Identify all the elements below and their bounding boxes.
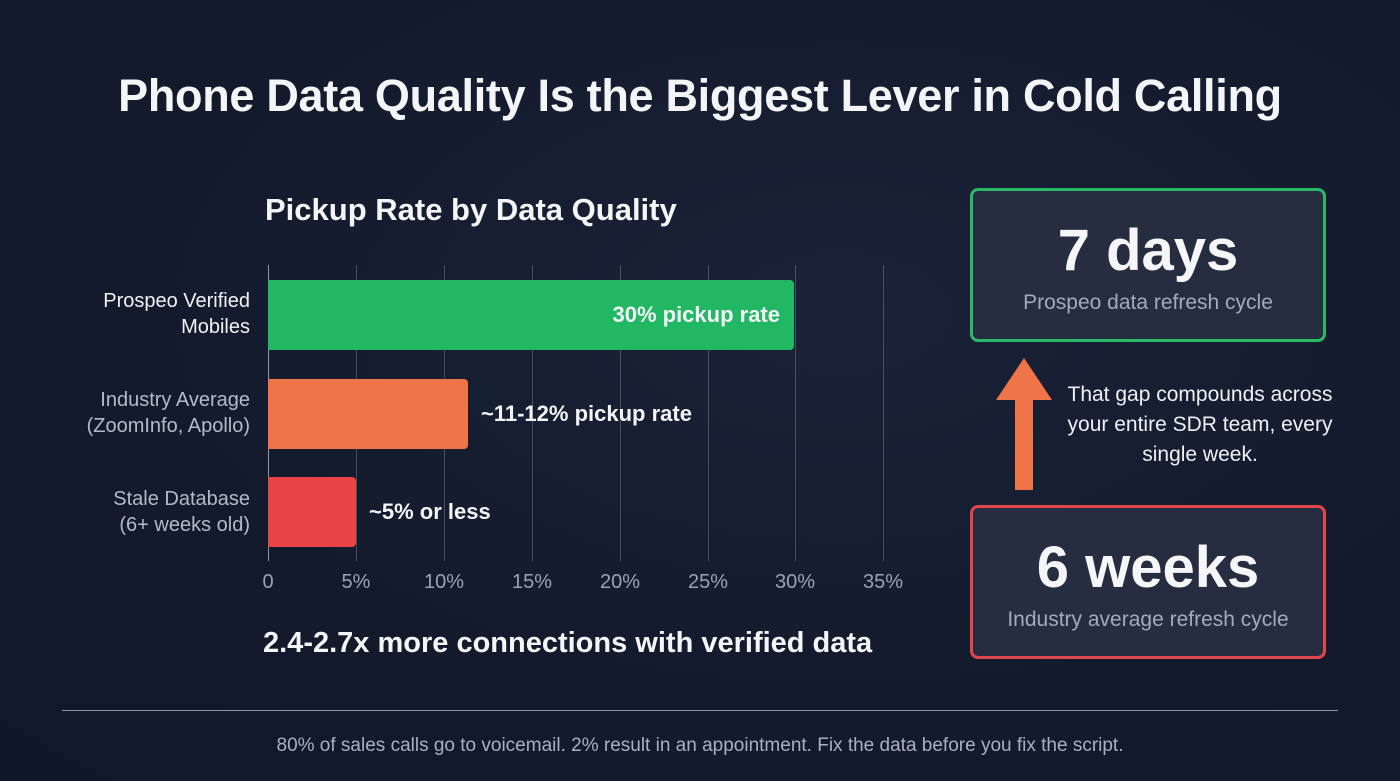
x-tick-label: 35% (862, 571, 904, 593)
gridline (795, 265, 796, 561)
category-label-line: (ZoomInfo, Apollo) (86, 415, 250, 437)
x-tick-label: 0 (262, 571, 274, 593)
stat-value: 7 days (1057, 218, 1239, 283)
gridline (532, 265, 533, 561)
stat-caption: Industry average refresh cycle (1007, 608, 1289, 631)
footer-text: 80% of sales calls go to voicemail. 2% r… (276, 735, 1124, 756)
x-tick-label: 20% (599, 571, 641, 593)
chart-annotation: 2.4-2.7x more connections with verified … (263, 627, 873, 659)
footer-divider (62, 710, 1338, 711)
category-label-line: Industry Average (100, 389, 250, 411)
category-label-line: Prospeo Verified (103, 290, 250, 312)
bar-value-label: 30% pickup rate (612, 302, 780, 327)
category-label-line: Mobiles (181, 316, 250, 338)
gridline (708, 265, 709, 561)
x-tick-label: 30% (774, 571, 816, 593)
x-tick-label: 15% (511, 571, 553, 593)
category-label-line: Stale Database (113, 488, 250, 510)
bar-value-label: ~5% or less (369, 499, 491, 524)
category-label-prospeo: Prospeo Verified Mobiles (103, 288, 250, 340)
category-label-line: (6+ weeks old) (119, 514, 250, 536)
bar-stale-database (268, 477, 356, 547)
x-tick-label: 10% (423, 571, 465, 593)
gap-callout-text: That gap compounds across your entire SD… (1067, 383, 1333, 466)
chart-title: Pickup Rate by Data Quality (265, 192, 677, 227)
bar-chart-plot: 30% pickup rate ~11-12% pickup rate ~5% … (268, 265, 884, 561)
category-label-stale: Stale Database (6+ weeks old) (113, 486, 250, 538)
bar-industry-average (268, 379, 468, 449)
bar-prospeo-verified: 30% pickup rate (268, 280, 794, 350)
stat-value: 6 weeks (1036, 535, 1260, 600)
page-title: Phone Data Quality Is the Biggest Lever … (118, 70, 1282, 121)
stat-card-prospeo: 7 days Prospeo data refresh cycle (970, 188, 1326, 342)
arrow-up-icon (996, 358, 1052, 490)
x-tick-label: 5% (341, 571, 371, 593)
gridline (620, 265, 621, 561)
bar-value-label: ~11-12% pickup rate (481, 401, 692, 426)
stat-caption: Prospeo data refresh cycle (1023, 291, 1273, 314)
x-tick-label: 25% (687, 571, 729, 593)
category-label-industry: Industry Average (ZoomInfo, Apollo) (87, 387, 250, 439)
gridline (883, 265, 884, 561)
stat-card-industry: 6 weeks Industry average refresh cycle (970, 505, 1326, 659)
